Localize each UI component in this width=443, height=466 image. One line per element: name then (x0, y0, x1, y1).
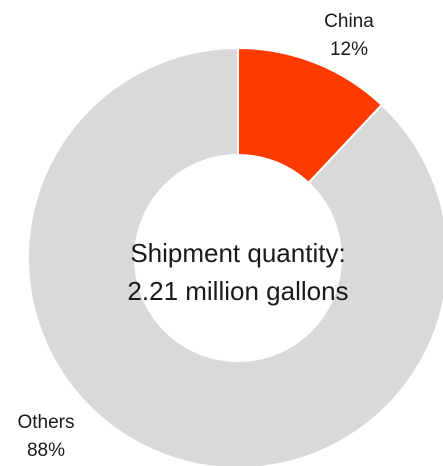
slice-label-china-name: China (324, 11, 374, 32)
center-label-line-1: Shipment quantity: (130, 238, 345, 268)
slice-label-china-value: 12% (330, 39, 368, 60)
slices-group (27, 46, 443, 466)
slice-label-others-name: Others (17, 412, 74, 433)
slice-label-others-value: 88% (27, 440, 65, 461)
slice-others (27, 46, 443, 466)
center-label-line-2: 2.21 million gallons (127, 276, 348, 306)
